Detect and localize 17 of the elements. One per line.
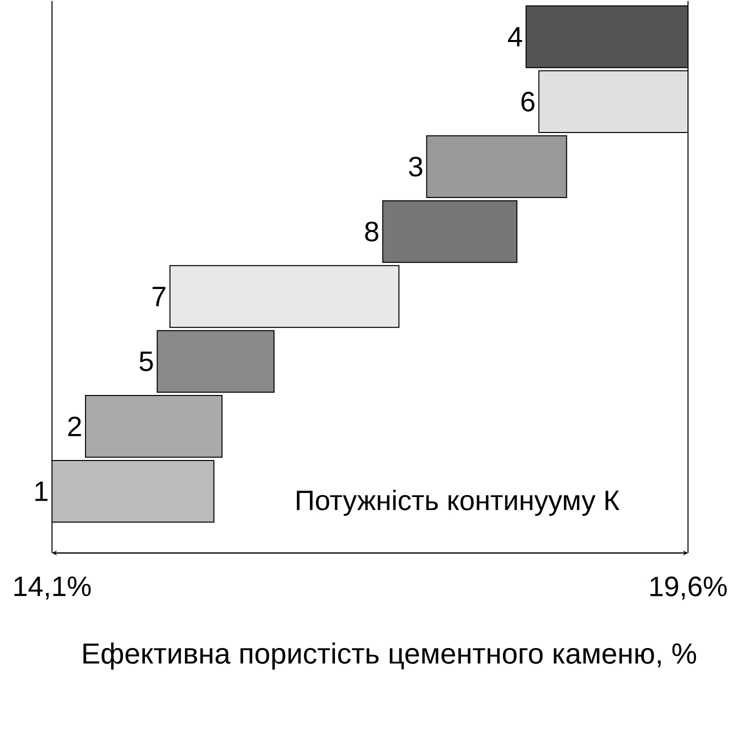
y-tick-label: 5 <box>140 352 153 372</box>
bar <box>169 265 400 328</box>
bar <box>426 135 568 198</box>
y-tick-label: 4 <box>508 27 522 46</box>
x-tick-label: 14,1% <box>14 576 91 600</box>
y-tick-label: 2 <box>68 416 81 436</box>
bar <box>85 395 222 458</box>
y-tick-label: 6 <box>521 92 534 112</box>
y-tick-label: 8 <box>365 222 378 242</box>
y-tick-label: 1 <box>35 482 48 501</box>
bar <box>156 330 275 393</box>
annotation: Потужність континууму К <box>296 490 620 516</box>
x-tick-label: 19,6% <box>650 576 727 600</box>
y-tick-label: 3 <box>408 156 422 177</box>
y-tick-label: 7 <box>152 286 166 306</box>
bar <box>382 200 518 263</box>
x-axis-title: Ефективна пористість цементного каменю, % <box>83 642 696 670</box>
